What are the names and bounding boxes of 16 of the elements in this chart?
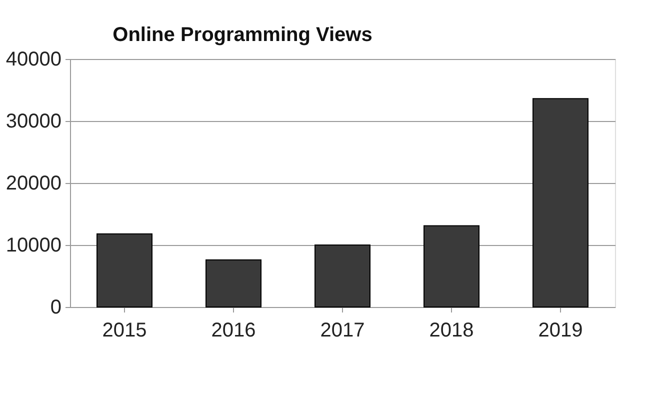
x-tick-label: 2019 [538, 320, 583, 342]
bar [532, 98, 588, 308]
bar [314, 244, 370, 308]
y-tick-label: 20000 [6, 172, 62, 194]
y-tick-label: 10000 [6, 234, 62, 256]
y-tick-label: 30000 [6, 110, 62, 132]
y-tick-label: 0 [50, 296, 62, 318]
bar [206, 259, 262, 308]
bar [424, 225, 480, 308]
bar [96, 233, 152, 308]
chart-title: Online Programming Views [112, 24, 372, 46]
x-tick-label: 2015 [102, 320, 147, 342]
y-tick-label: 40000 [6, 48, 62, 70]
x-tick-label: 2016 [211, 320, 256, 342]
x-tick-label: 2018 [429, 320, 474, 342]
x-tick-label: 2017 [320, 320, 365, 342]
